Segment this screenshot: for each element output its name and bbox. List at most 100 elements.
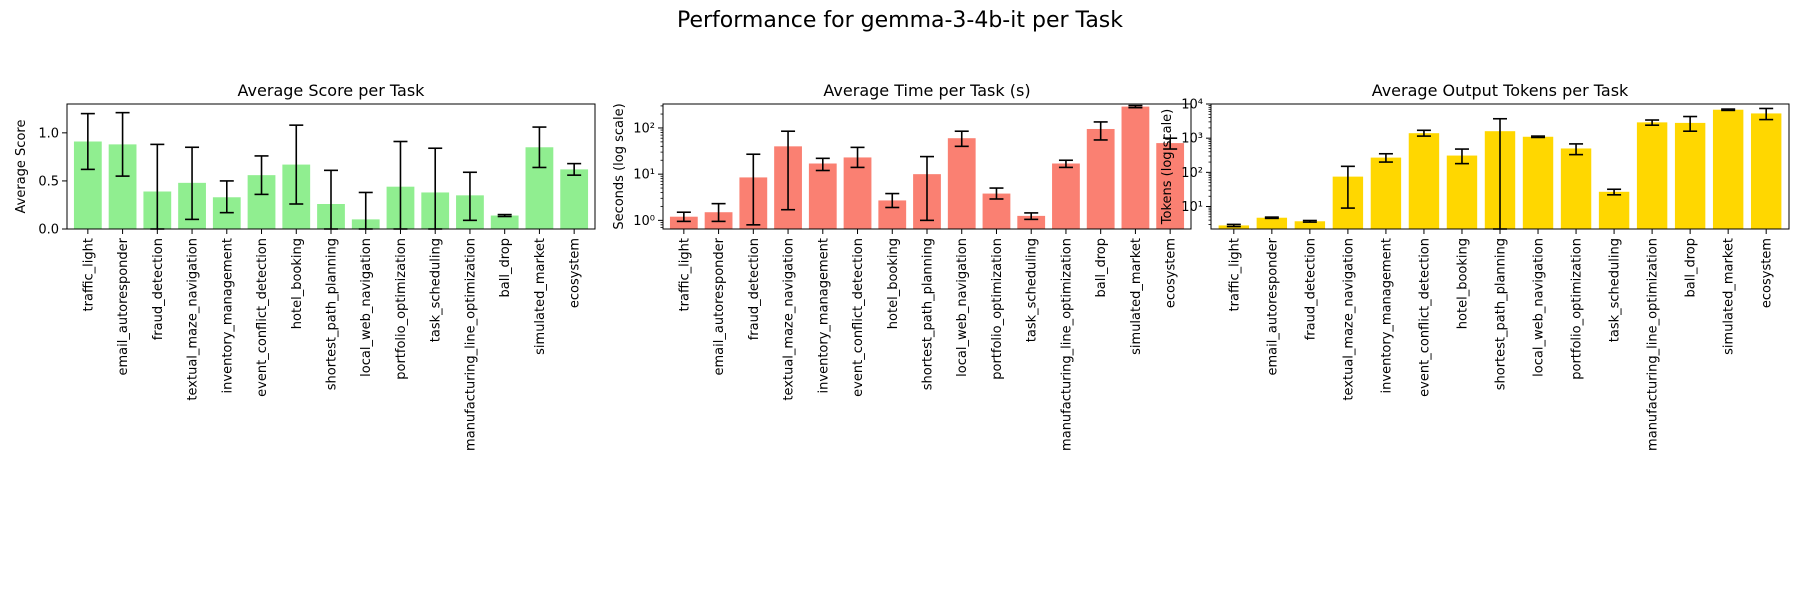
time-bar-ecosystem (1156, 143, 1185, 229)
time-xtick-label: hotel_booking (886, 238, 901, 329)
time-xtick-label: manufacturing_line_optimization (1059, 238, 1074, 451)
time-errorbar-simulated_market (1128, 104, 1143, 109)
time-bar-local_web_navigation (947, 138, 976, 229)
tokens-bar-manufacturing_line_optimization (1636, 122, 1668, 229)
tokens-xtick-label: task_scheduling (1608, 238, 1623, 342)
tokens-errorbar-hotel_booking (1454, 148, 1469, 165)
score-xtick-label: ecosystem (568, 238, 583, 308)
score-xtick-label: simulated_market (533, 238, 548, 355)
time-errorbar-textual_maze_navigation (781, 130, 796, 211)
time-errorbar-task_scheduling (1024, 212, 1039, 221)
tokens-errorbar-ecosystem (1759, 107, 1774, 121)
time-errorbar-event_conflict_detection (850, 146, 865, 169)
score-chart-panel: 0.0 0.5 1.0 traffic_light email_autoresponde… (14, 81, 596, 451)
tokens-xtick-label: portfolio_optimization (1570, 238, 1585, 380)
tokens-errorbar-email_autoresponder (1264, 216, 1279, 220)
tokens-chart-title: Average Output Tokens per Task (1372, 81, 1629, 100)
tokens-xtick-label: simulated_market (1722, 238, 1737, 355)
score-xtick-label: event_conflict_detection (255, 238, 270, 397)
score-xtick-label: textual_maze_navigation (186, 238, 201, 401)
time-errorbar-ball_drop (1093, 121, 1108, 141)
score-xtick-label: inventory_management (220, 238, 235, 393)
time-bar-traffic_light (669, 216, 698, 229)
tokens-bar-task_scheduling (1598, 191, 1630, 229)
tokens-errorbar-local_web_navigation (1531, 135, 1546, 139)
score-y-axis-label: Average Score (14, 120, 29, 214)
time-bar-simulated_market (1121, 106, 1150, 229)
score-errorbar-inventory_management (219, 180, 234, 214)
tokens-bar-local_web_navigation (1522, 136, 1554, 229)
time-xtick-label: event_conflict_detection (851, 238, 866, 397)
tokens-ytick-label: 10⁴ (1181, 98, 1203, 113)
score-bar-ball_drop (490, 215, 519, 229)
tokens-errorbar-textual_maze_navigation (1340, 165, 1355, 209)
time-errorbar-shortest_path_planning (920, 155, 934, 222)
time-xtick-label: local_web_navigation (955, 238, 970, 377)
score-xtick-label: local_web_navigation (359, 238, 374, 377)
tokens-chart-panel: 10¹ 10² 10³ 10⁴ traffic_light email_autorespo… (1160, 81, 1790, 451)
time-xtick-label: fraud_detection (747, 238, 762, 340)
score-errorbar-ecosystem (567, 162, 582, 176)
time-xtick-label: ecosystem (1164, 238, 1179, 308)
time-bar-inventory_management (808, 163, 837, 229)
time-bar-event_conflict_detection (843, 157, 872, 229)
tokens-xtick-label: inventory_management (1379, 238, 1394, 393)
time-xtick-label: ball_drop (1094, 238, 1109, 297)
time-bar-ball_drop (1086, 128, 1115, 229)
score-chart-title: Average Score per Task (238, 81, 426, 100)
score-ytick-label: 1.0 (38, 126, 59, 141)
tokens-xtick-label: ball_drop (1684, 238, 1699, 297)
tokens-errorbar-task_scheduling (1607, 188, 1622, 196)
time-xtick-label: shortest_path_planning (921, 238, 936, 390)
tokens-xtick-label: traffic_light (1227, 238, 1242, 311)
tokens-ytick-label: 10¹ (1181, 200, 1203, 215)
tokens-xtick-label: manufacturing_line_optimization (1646, 238, 1661, 451)
tokens-bar-hotel_booking (1446, 155, 1478, 229)
time-ytick-label: 10¹ (633, 168, 655, 183)
time-errorbar-fraud_detection (746, 153, 761, 226)
time-errorbar-ecosystem (1163, 137, 1178, 150)
figure-title: Performance for gemma-3-4b-it per Task (677, 8, 1123, 33)
tokens-xtick-label: hotel_booking (1455, 238, 1470, 329)
time-ytick-label: 10⁰ (633, 214, 655, 229)
time-xtick-label: simulated_market (1129, 238, 1144, 355)
score-xtick-label: traffic_light (81, 238, 96, 311)
score-xtick-label: ball_drop (498, 238, 513, 297)
time-errorbar-hotel_booking (885, 192, 900, 209)
score-ytick-label: 0.5 (38, 174, 59, 189)
time-ytick-label: 10² (633, 121, 655, 136)
time-xtick-label: textual_maze_navigation (782, 238, 797, 401)
time-errorbar-local_web_navigation (954, 130, 969, 148)
time-y-axis-label: Seconds (log scale) (612, 103, 627, 229)
score-errorbar-textual_maze_navigation (185, 146, 200, 221)
tokens-xtick-label: email_autoresponder (1265, 237, 1280, 375)
score-xtick-label: shortest_path_planning (325, 238, 340, 390)
tokens-bar-inventory_management (1370, 157, 1402, 229)
time-chart-panel: 10⁰ 10¹ 10² traffic_light email_autoresponde… (612, 81, 1192, 451)
tokens-bar-ball_drop (1674, 122, 1706, 229)
tokens-xtick-label: textual_maze_navigation (1341, 238, 1356, 401)
score-xtick-label: manufacturing_line_optimization (463, 238, 478, 451)
tokens-xtick-label: ecosystem (1760, 238, 1775, 308)
tokens-errorbar-ball_drop (1683, 115, 1698, 132)
time-xtick-label: inventory_management (816, 238, 831, 393)
score-errorbar-event_conflict_detection (254, 155, 269, 196)
tokens-ytick-label: 10² (1181, 166, 1203, 181)
tokens-errorbar-inventory_management (1378, 152, 1393, 163)
time-xtick-label: portfolio_optimization (990, 238, 1005, 380)
tokens-errorbar-simulated_market (1721, 108, 1736, 112)
score-errorbar-email_autoresponder (115, 111, 130, 177)
time-errorbar-manufacturing_line_optimization (1058, 159, 1073, 169)
tokens-errorbar-portfolio_optimization (1569, 143, 1584, 156)
time-errorbar-portfolio_optimization (989, 187, 1004, 200)
tokens-bar-portfolio_optimization (1560, 148, 1592, 229)
time-chart-title: Average Time per Task (s) (823, 81, 1030, 100)
score-errorbar-simulated_market (532, 126, 547, 169)
tokens-errorbar-event_conflict_detection (1416, 129, 1431, 137)
time-errorbar-email_autoresponder (711, 202, 726, 223)
tokens-bar-email_autoresponder (1256, 217, 1288, 229)
score-ytick-label: 0.0 (38, 223, 59, 238)
tokens-errorbar-fraud_detection (1302, 219, 1317, 223)
tokens-bar-ecosystem (1750, 113, 1782, 229)
tokens-bar-fraud_detection (1294, 221, 1326, 229)
